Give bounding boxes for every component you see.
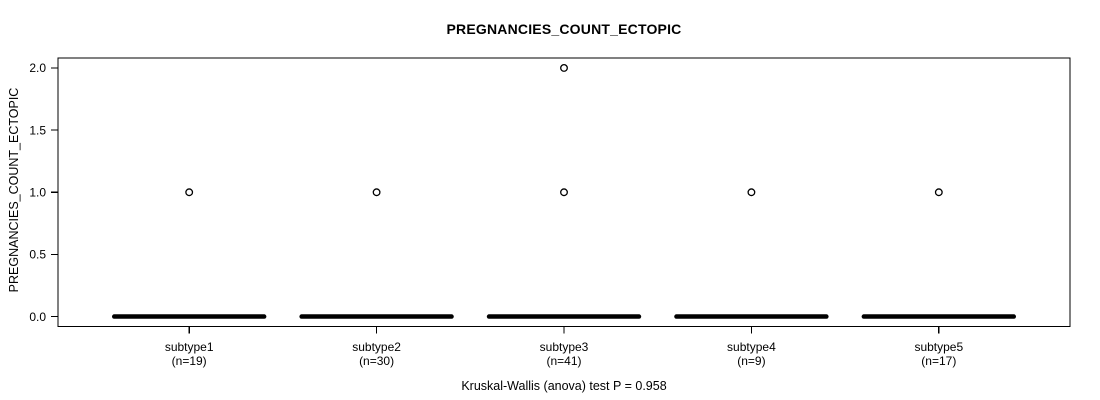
- x-tick-sublabel: (n=41): [546, 354, 581, 368]
- x-tick-sublabel: (n=9): [737, 354, 765, 368]
- x-tick-sublabel: (n=30): [359, 354, 394, 368]
- x-tick-sublabel: (n=19): [172, 354, 207, 368]
- x-tick-label: subtype4: [727, 340, 776, 354]
- outlier-point: [934, 188, 943, 197]
- chart-title: PREGNANCIES_COUNT_ECTOPIC: [446, 21, 682, 37]
- outlier-point: [372, 188, 381, 197]
- outlier-point: [185, 188, 194, 197]
- outlier-point: [560, 188, 568, 197]
- x-tick-label: subtype3: [540, 340, 589, 354]
- y-tick-label: 0.0: [29, 310, 46, 324]
- x-tick-sublabel: (n=17): [921, 354, 956, 368]
- y-tick-label: 1.5: [29, 123, 46, 137]
- x-tick-label: subtype2: [352, 340, 401, 354]
- plot-border: [57, 57, 1071, 328]
- y-tick-label: 0.5: [29, 248, 46, 262]
- x-tick-label: subtype5: [914, 340, 963, 354]
- stat-test-caption: Kruskal-Wallis (anova) test P = 0.958: [461, 379, 667, 393]
- outlier-point: [560, 63, 568, 72]
- outlier-point: [747, 188, 756, 197]
- x-tick-label: subtype1: [165, 340, 214, 354]
- y-tick-label: 1.0: [29, 185, 46, 199]
- y-tick-label: 2.0: [29, 61, 46, 75]
